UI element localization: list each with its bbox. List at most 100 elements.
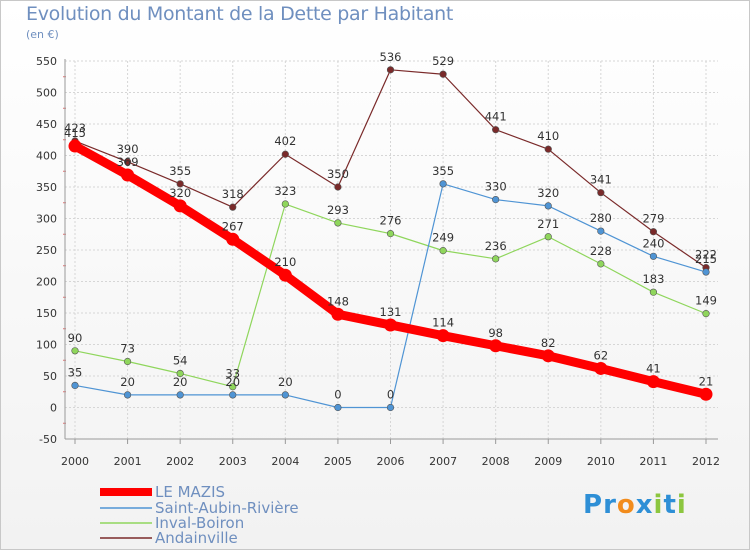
- data-label: 222: [695, 248, 717, 262]
- data-label: 536: [380, 50, 402, 64]
- data-label: 323: [274, 184, 296, 198]
- data-label: 249: [432, 231, 454, 245]
- data-point: [176, 180, 184, 188]
- chart-title: Evolution du Montant de la Dette par Hab…: [26, 3, 454, 25]
- data-label: 20: [173, 375, 188, 389]
- data-label: 330: [485, 180, 507, 194]
- data-point: [173, 199, 187, 213]
- data-label: 341: [590, 173, 612, 187]
- data-point: [331, 307, 345, 321]
- y-tick-label: 550: [36, 55, 57, 68]
- data-label: 54: [173, 353, 188, 367]
- data-point: [229, 391, 237, 399]
- data-label: 21: [699, 374, 714, 388]
- data-point: [492, 196, 500, 204]
- data-label: 183: [642, 272, 664, 286]
- x-tick-label: 2000: [61, 455, 89, 468]
- data-label: 355: [169, 164, 191, 178]
- data-label: 402: [274, 134, 296, 148]
- y-tick-label: 100: [36, 339, 57, 352]
- logo-letter: P: [583, 490, 604, 520]
- data-label: 441: [485, 110, 507, 124]
- data-label: 267: [222, 219, 244, 233]
- x-tick-label: 2005: [324, 455, 352, 468]
- data-label: 320: [537, 186, 559, 200]
- data-point: [541, 349, 555, 363]
- data-label: 318: [222, 187, 244, 201]
- x-tick-label: 2012: [692, 455, 720, 468]
- data-label: 228: [590, 244, 612, 258]
- data-point: [702, 268, 710, 276]
- data-point: [123, 357, 132, 366]
- x-tick-label: 2011: [639, 455, 667, 468]
- y-tick-label: 150: [36, 307, 57, 320]
- data-point: [646, 375, 660, 389]
- data-point: [649, 228, 658, 236]
- data-label: 423: [64, 121, 86, 135]
- data-point: [649, 288, 658, 296]
- y-tick-label: 300: [36, 213, 57, 226]
- x-tick-label: 2004: [271, 455, 299, 468]
- data-label: 90: [68, 331, 83, 345]
- data-label: 236: [485, 239, 507, 253]
- data-point: [229, 203, 237, 211]
- data-point: [544, 202, 552, 210]
- logo-letter: i: [676, 490, 687, 520]
- data-point: [278, 268, 292, 282]
- data-label: 41: [646, 362, 661, 376]
- data-label: 369: [117, 155, 139, 169]
- data-label: 35: [68, 365, 83, 379]
- data-label: 215: [695, 252, 717, 266]
- legend-label: LE MAZIS: [155, 483, 225, 501]
- data-label: 148: [327, 294, 349, 308]
- data-label: 73: [120, 342, 135, 356]
- x-tick-label: 2003: [219, 455, 247, 468]
- logo-letter: o: [616, 490, 636, 520]
- data-label: 320: [169, 186, 191, 200]
- data-label: 20: [120, 375, 135, 389]
- data-label: 0: [334, 388, 341, 402]
- data-point: [71, 347, 79, 355]
- x-tick-label: 2007: [429, 455, 457, 468]
- data-label: 271: [537, 217, 559, 231]
- data-point: [334, 219, 342, 227]
- data-label: 20: [278, 375, 293, 389]
- y-tick-label: 450: [36, 118, 57, 131]
- logo-letter: t: [663, 490, 677, 520]
- data-label: 415: [64, 126, 86, 140]
- data-point: [436, 329, 450, 343]
- data-point: [281, 200, 289, 208]
- data-point: [226, 232, 240, 246]
- legend-label: Andainville: [155, 529, 238, 547]
- y-tick-label: 500: [36, 87, 57, 100]
- data-point: [123, 391, 132, 399]
- data-label: 114: [432, 316, 454, 330]
- x-tick-label: 2010: [587, 455, 615, 468]
- data-point: [71, 381, 79, 390]
- data-label: 390: [117, 142, 139, 156]
- data-label: 98: [488, 326, 503, 340]
- data-label: 410: [537, 129, 559, 143]
- y-tick-label: -50: [39, 433, 57, 446]
- data-point: [597, 227, 605, 235]
- y-tick-label: 350: [36, 181, 57, 194]
- data-label: 529: [432, 54, 454, 68]
- x-tick-label: 2006: [377, 455, 405, 468]
- y-tick-label: 50: [43, 370, 57, 383]
- data-point: [544, 233, 552, 241]
- data-label: 20: [225, 375, 240, 389]
- logo-letter: r: [603, 490, 617, 520]
- legend-label: Inval-Boiron: [155, 514, 244, 532]
- data-point: [492, 255, 500, 263]
- y-tick-label: 200: [36, 276, 57, 289]
- data-label: 293: [327, 203, 349, 217]
- data-label: 62: [594, 348, 609, 362]
- data-point: [281, 150, 289, 158]
- data-point: [176, 369, 184, 378]
- data-point: [594, 361, 608, 375]
- data-label: 210: [274, 255, 296, 269]
- data-label: 33: [225, 367, 240, 381]
- chart-subtitle: (en €): [26, 28, 59, 41]
